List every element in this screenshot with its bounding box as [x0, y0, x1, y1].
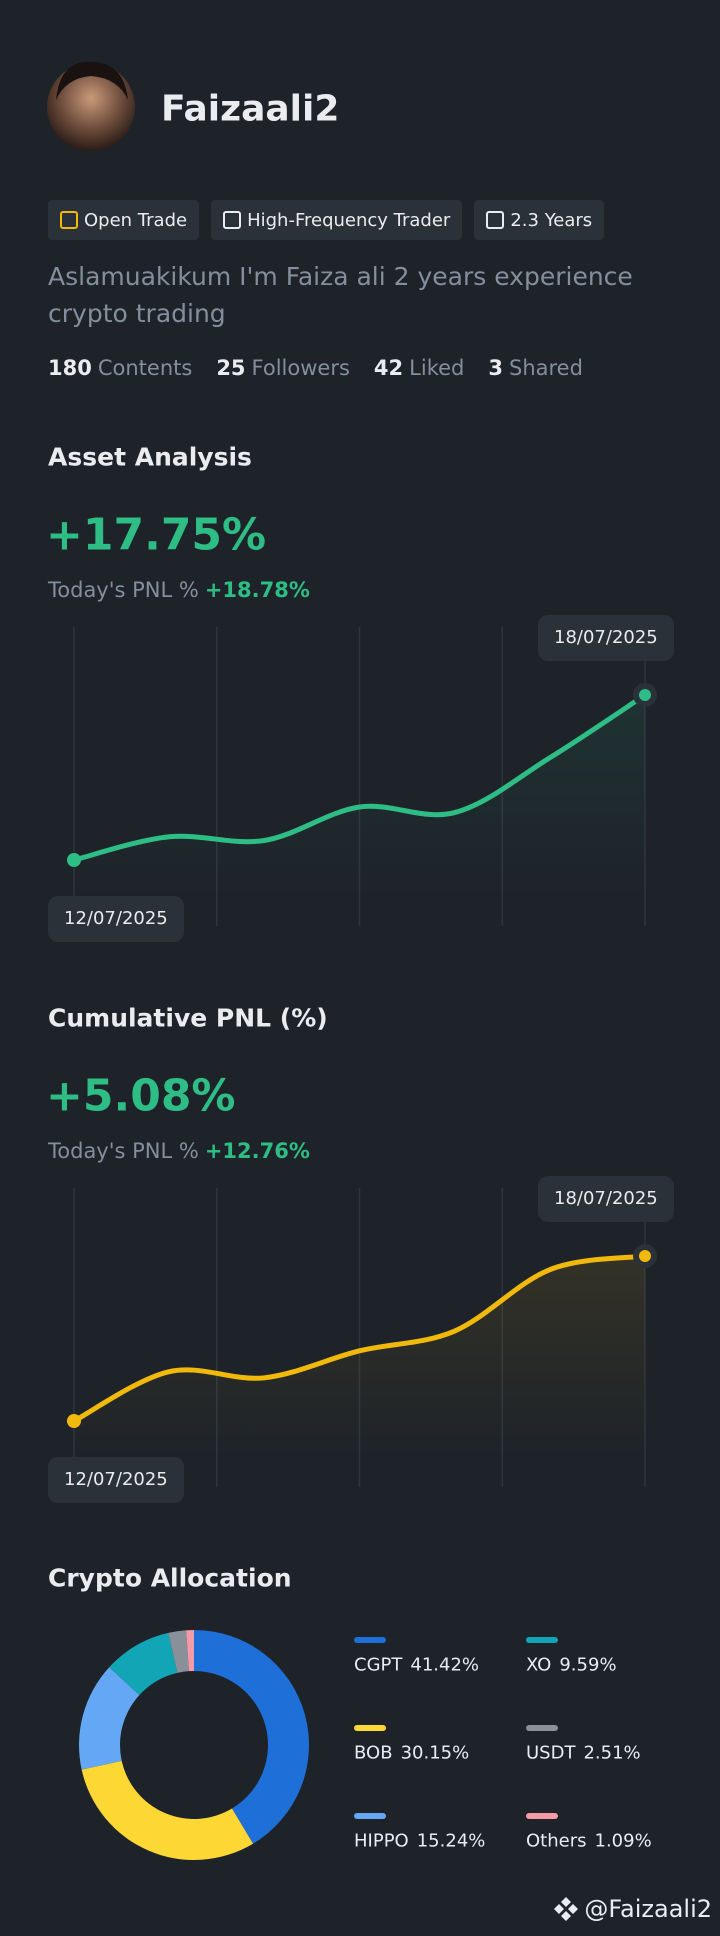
legend-value: 30.15% [400, 1742, 470, 1764]
today-pnl: Today's PNL % +12.76% [48, 1139, 310, 1163]
user-name: Faizaali2 [161, 88, 340, 130]
section-title: Crypto Allocation [48, 1563, 292, 1593]
tag-icon [223, 211, 242, 229]
donut-slice [186, 1630, 194, 1672]
legend-entry[interactable]: USDT 2.51% [526, 1743, 641, 1764]
start-date: 12/07/2025 [48, 1457, 184, 1503]
today-label: Today's PNL % [48, 1139, 199, 1163]
area [74, 1256, 645, 1457]
donut-slice [79, 1667, 140, 1770]
donut-slice [109, 1632, 178, 1695]
footer-handle: @Faizaali2 [584, 1895, 712, 1923]
legend-swatch [526, 1813, 558, 1819]
bio: Aslamuakikum I'm Faiza ali 2 years exper… [48, 262, 633, 328]
legend-name: USDT [526, 1742, 576, 1764]
tag-icon [486, 211, 505, 229]
end-date: 18/07/2025 [538, 615, 674, 661]
today-pnl: Today's PNL % +18.78% [48, 578, 310, 602]
legend-entry[interactable]: XO 9.59% [526, 1655, 617, 1676]
end-date: 18/07/2025 [538, 1176, 674, 1222]
section-title: Asset Analysis [48, 442, 252, 472]
tag-label: 2.3 Years [510, 209, 593, 231]
donut-slice [81, 1760, 254, 1860]
donut-slice [168, 1630, 189, 1673]
tag-label: High-Frequency Trader [247, 209, 451, 231]
stat-value: 42 [373, 356, 404, 380]
line [71, 1253, 648, 1424]
tag-label: Open Trade [84, 209, 188, 231]
legend-value: 15.24% [416, 1830, 486, 1852]
legend-value: 2.51% [583, 1742, 641, 1764]
today-label: Today's PNL % [48, 578, 199, 602]
start-dot [67, 1414, 81, 1428]
tag[interactable]: Open Trade [48, 200, 200, 240]
legend-name: HIPPO [354, 1830, 409, 1852]
stat[interactable]: 25 Followers [216, 356, 350, 380]
donut-slice [194, 1630, 310, 1844]
line [71, 692, 648, 863]
area [74, 695, 645, 896]
today-value: +12.76% [204, 1139, 310, 1163]
stat-value: 180 [48, 356, 92, 380]
stat[interactable]: 3 Shared [488, 356, 583, 380]
stat[interactable]: 42 Liked [374, 356, 464, 380]
tag[interactable]: 2.3 Years [474, 200, 605, 240]
stat[interactable]: 180 Contents [48, 356, 192, 380]
today-value: +18.78% [204, 578, 310, 602]
legend-value: 1.09% [594, 1830, 652, 1852]
legend-name: Others [526, 1830, 587, 1852]
legend-swatch [526, 1725, 558, 1731]
stat-label: Contents [97, 356, 193, 380]
legend-swatch [354, 1813, 386, 1819]
tag-icon [60, 211, 78, 229]
section-title: Cumulative PNL (%) [48, 1003, 328, 1033]
legend-name: BOB [354, 1742, 393, 1764]
legend-entry[interactable]: BOB 30.15% [354, 1743, 469, 1764]
legend-entry[interactable]: CGPT 41.42% [354, 1655, 479, 1676]
end-dot [639, 1250, 651, 1262]
legend-entry[interactable]: HIPPO 15.24% [354, 1831, 485, 1852]
stat-value: 25 [216, 356, 246, 380]
stat-label: Shared [508, 356, 583, 380]
headline-value: +5.08% [46, 1070, 236, 1122]
legend-swatch [354, 1725, 386, 1731]
stats-row: 180 Contents 25 Followers 42 Liked 3 Shared [48, 356, 583, 380]
stat-label: Liked [409, 356, 465, 380]
start-dot [67, 853, 81, 867]
stat-value: 3 [488, 356, 503, 380]
end-dot [639, 689, 651, 701]
start-date: 12/07/2025 [48, 896, 184, 942]
legend-name: CGPT [354, 1654, 403, 1676]
legend-value: 9.59% [559, 1654, 617, 1676]
legend-name: XO [526, 1654, 552, 1676]
legend-swatch [526, 1637, 558, 1643]
legend-swatch [354, 1637, 386, 1643]
avatar-hair [56, 61, 128, 100]
footer-logo [554, 1897, 578, 1921]
avatar[interactable] [47, 63, 135, 151]
stat-label: Followers [251, 356, 350, 380]
tag-row: Open Trade High-Frequency Trader 2.3 Years [48, 200, 605, 240]
legend-value: 41.42% [410, 1654, 480, 1676]
headline-value: +17.75% [46, 509, 267, 561]
legend-entry[interactable]: Others 1.09% [526, 1831, 652, 1852]
tag[interactable]: High-Frequency Trader [211, 200, 463, 240]
